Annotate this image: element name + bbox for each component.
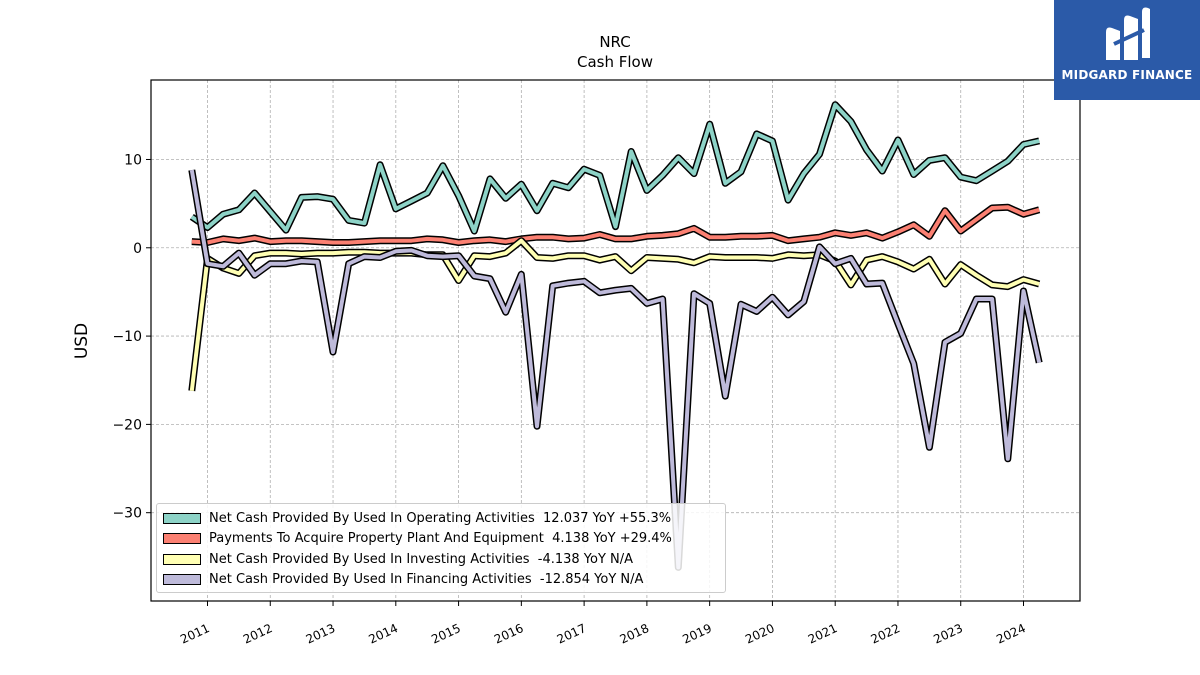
x-tick-label: 2021 — [806, 621, 840, 647]
brand-name: MIDGARD FINANCE — [1061, 68, 1193, 82]
chart-title: NRC — [599, 33, 630, 51]
x-tick-label: 2017 — [555, 621, 589, 647]
x-tick-label: 2011 — [178, 621, 212, 647]
y-tick-label: −10 — [112, 329, 142, 345]
x-tick-label: 2014 — [366, 621, 400, 647]
legend-label: Net Cash Provided By Used In Financing A… — [209, 572, 532, 588]
grid — [151, 80, 1080, 601]
chart-subtitle: Cash Flow — [577, 53, 653, 71]
series-line — [189, 169, 1042, 570]
y-tick-label: −20 — [112, 417, 142, 433]
brand-logo: MIDGARD FINANCE — [1054, 0, 1200, 100]
x-tick-label: 2024 — [994, 621, 1028, 647]
x-tick-label: 2018 — [618, 621, 652, 647]
x-tick-label: 2022 — [869, 621, 903, 647]
x-tick-label: 2019 — [680, 621, 714, 647]
legend-stat: -12.854 YoY N/A — [539, 572, 644, 588]
series-line — [191, 205, 1040, 245]
x-tick-label: 2016 — [492, 621, 526, 647]
legend-stat: 12.037 YoY +55.3% — [543, 510, 672, 526]
series-line — [190, 102, 1040, 233]
legend-stat: 4.138 YoY +29.4% — [552, 531, 672, 547]
legend-label: Net Cash Provided By Used In Operating A… — [209, 510, 535, 526]
y-tick-label: 10 — [124, 152, 142, 168]
legend-swatch-capex — [163, 533, 201, 545]
legend-label: Payments To Acquire Property Plant And E… — [209, 531, 544, 547]
legend-stat: -4.138 YoY N/A — [537, 551, 634, 567]
x-tick-label: 2012 — [241, 621, 275, 647]
legend-label: Net Cash Provided By Used In Investing A… — [209, 551, 530, 567]
series-line — [189, 238, 1040, 392]
x-tick-label: 2020 — [743, 621, 777, 647]
legend-item: Payments To Acquire Property Plant And E… — [163, 529, 719, 550]
legend-swatch-operating — [163, 512, 201, 524]
legend-item: Net Cash Provided By Used In Financing A… — [163, 570, 719, 591]
y-tick-label: 0 — [133, 241, 142, 257]
x-tick-label: 2013 — [304, 621, 338, 647]
legend: Net Cash Provided By Used In Operating A… — [156, 503, 726, 593]
y-axis-label: USD — [72, 323, 92, 359]
y-ticks: −30 −20 −10 0 10 — [112, 152, 151, 522]
plot-frame — [150, 79, 1081, 602]
y-tick-label: −30 — [112, 506, 142, 522]
legend-item: Net Cash Provided By Used In Investing A… — [163, 549, 719, 570]
legend-swatch-investing — [163, 553, 201, 565]
legend-swatch-financing — [163, 574, 201, 586]
legend-item: Net Cash Provided By Used In Operating A… — [163, 508, 719, 529]
x-tick-label: 2023 — [931, 621, 965, 647]
series-lines — [188, 101, 1043, 571]
midgard-logo-icon — [1106, 7, 1150, 60]
x-tick-label: 2015 — [429, 621, 463, 647]
x-ticks: 2011 2012 2013 2014 2015 2016 2017 2018 2019 2020… — [178, 601, 1028, 647]
